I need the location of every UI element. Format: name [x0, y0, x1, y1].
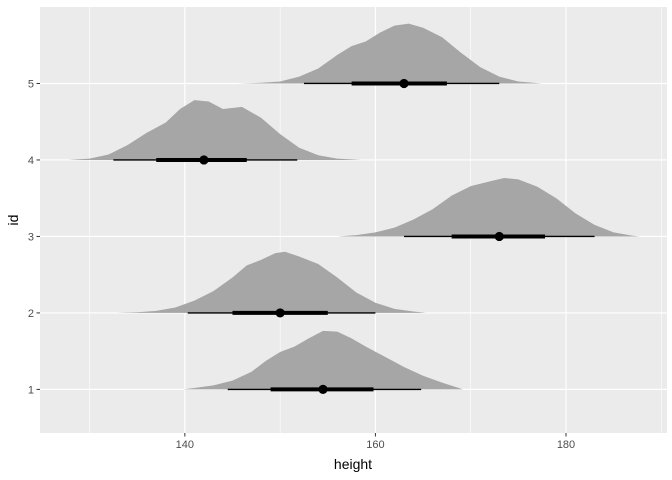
y-tick-label: 1 [28, 384, 34, 396]
series-4 [68, 100, 362, 165]
y-tick-label: 2 [28, 308, 34, 320]
x-tick-label: 160 [366, 439, 384, 451]
median-point-2 [275, 308, 285, 318]
x-axis-ticks: 140 160 180 [176, 433, 575, 451]
median-point-3 [494, 231, 504, 242]
series-2 [117, 251, 426, 318]
density-slab-1 [182, 330, 464, 390]
density-slab-4 [68, 100, 362, 160]
series-5 [237, 23, 543, 89]
plot-marks [68, 23, 641, 395]
x-axis-title: height [334, 456, 372, 472]
density-slab-3 [337, 177, 641, 237]
median-point-5 [399, 78, 409, 89]
density-slab-2 [117, 251, 426, 313]
x-tick-label: 180 [557, 439, 575, 451]
median-point-1 [318, 384, 328, 395]
density-slab-5 [237, 23, 543, 84]
series-3 [337, 177, 641, 242]
median-point-4 [199, 155, 209, 165]
series-1 [182, 330, 464, 395]
y-axis-ticks: 1 2 3 4 5 [28, 78, 40, 396]
y-axis-title: id [5, 215, 21, 226]
x-tick-label: 140 [176, 439, 194, 451]
y-tick-label: 3 [28, 231, 34, 243]
y-tick-label: 4 [28, 155, 34, 167]
y-tick-label: 5 [28, 78, 34, 90]
